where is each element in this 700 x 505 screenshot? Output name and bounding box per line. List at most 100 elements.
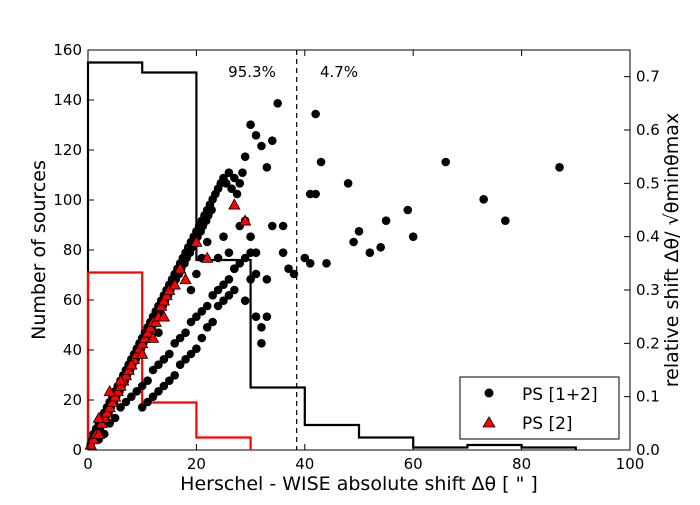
scatter-triangle	[239, 214, 252, 226]
scatter-point	[267, 136, 277, 145]
scatter-point	[175, 333, 185, 343]
scatter-point	[289, 269, 299, 279]
scatter-point	[224, 275, 234, 284]
scatter-point	[148, 392, 158, 401]
scatter-point	[207, 205, 216, 215]
scatter-point	[213, 253, 223, 263]
scatter-point	[251, 269, 261, 279]
scatter-point	[262, 163, 272, 172]
scatter-point	[311, 189, 320, 199]
scatter-point	[240, 253, 250, 263]
scatter-layer	[84, 99, 564, 450]
y-tick-label: 120	[53, 141, 82, 159]
scatter-point	[349, 237, 358, 247]
x-tick-label: 20	[187, 455, 206, 473]
scatter-point	[224, 291, 234, 300]
scatter-point	[219, 232, 228, 241]
scatter-triangle	[92, 411, 106, 423]
scatter-point	[240, 296, 250, 305]
y2-axis-label: relative shift Δθ/ √θminθmax	[661, 113, 683, 387]
histogram-layer	[86, 61, 577, 450]
scatter-point	[381, 216, 391, 225]
scatter-point	[365, 248, 375, 257]
y-tick-label: 0	[72, 441, 82, 459]
scatter-point	[300, 253, 310, 263]
scatter-point	[208, 317, 217, 327]
y2-tick-label: 0.1	[636, 388, 660, 406]
scatter-point	[343, 179, 353, 188]
y-axis-label: Number of sources	[28, 160, 50, 340]
scatter-point	[235, 259, 245, 268]
scatter-point	[322, 259, 331, 268]
y-tick-label: 140	[53, 91, 82, 109]
scatter-point	[154, 387, 163, 396]
y2-tick-label: 0.6	[636, 121, 660, 139]
x-tick-label: 100	[616, 455, 645, 473]
legend-label-ps12: PS [1+2]	[522, 385, 598, 405]
scatter-point	[181, 328, 190, 337]
scatter-point	[208, 291, 217, 300]
legend-label-ps2: PS [2]	[522, 414, 573, 434]
scatter-point	[251, 248, 261, 257]
annotation-right: 4.7%	[320, 63, 358, 81]
scatter-point	[213, 301, 223, 311]
y2-tick-label: 0.2	[636, 334, 660, 352]
histogram-step-ps12	[86, 61, 577, 450]
scatter-point	[110, 413, 120, 423]
scatter-triangle	[190, 235, 203, 247]
scatter-point	[165, 376, 174, 385]
legend-box	[459, 376, 620, 440]
scatter-point	[197, 307, 207, 316]
scatter-point	[376, 243, 385, 252]
ticks-layer: 0 20 40 60 80 100 0 20 40 60 80 100 120 140 160 0.0 0.1 0…	[53, 41, 660, 473]
y2-tick-label: 0.4	[636, 228, 660, 246]
scatter-point	[278, 221, 288, 231]
scatter-point	[246, 120, 255, 129]
legend-marker-ps2	[482, 416, 496, 428]
scatter-point	[202, 301, 212, 311]
scatter-point	[403, 205, 413, 215]
scatter-point	[192, 312, 201, 321]
y-tick-label: 20	[63, 391, 82, 409]
scatter-point	[262, 275, 272, 284]
scatter-point	[230, 285, 239, 295]
scatter-triangle	[92, 427, 106, 439]
x-tick-label: 80	[512, 455, 531, 473]
scatter-point	[555, 163, 564, 172]
scatter-point	[137, 403, 147, 412]
y2-tick-label: 0.3	[636, 281, 660, 299]
scatter-point	[224, 168, 234, 177]
x-tick-label: 60	[404, 455, 423, 473]
scatter-point	[213, 285, 223, 295]
scatter-triangle	[114, 374, 127, 386]
y2-tick-label: 0.0	[636, 441, 660, 459]
y-tick-label: 60	[63, 291, 82, 309]
scatter-point	[354, 227, 364, 236]
y2-tick-label: 0.5	[636, 174, 660, 192]
scatter-point	[116, 403, 125, 412]
y-tick-label: 80	[63, 241, 82, 259]
scatter-point	[192, 344, 201, 353]
scatter-point	[305, 259, 315, 268]
scatter-point	[238, 168, 247, 177]
scatter-point	[501, 216, 510, 225]
annotation-left: 95.3%	[228, 63, 276, 81]
scatter-point	[121, 397, 131, 407]
scatter-point	[267, 221, 277, 231]
scatter-triangle	[228, 198, 241, 210]
scatter-point	[127, 392, 136, 401]
scatter-point	[132, 387, 142, 396]
scatter-point	[143, 397, 152, 407]
scatter-point	[197, 333, 207, 343]
scatter-point	[257, 339, 266, 348]
scatter-point	[170, 371, 180, 380]
scatter-point	[311, 109, 320, 119]
scatter-point	[224, 248, 234, 257]
y-tick-label: 100	[53, 191, 82, 209]
scatter-point	[170, 339, 180, 348]
scatter-point	[316, 157, 326, 167]
y2-tick-label: 0.7	[636, 68, 660, 86]
scatter-point	[262, 312, 272, 321]
scatter-point	[284, 264, 293, 273]
scatter-point	[202, 323, 212, 332]
